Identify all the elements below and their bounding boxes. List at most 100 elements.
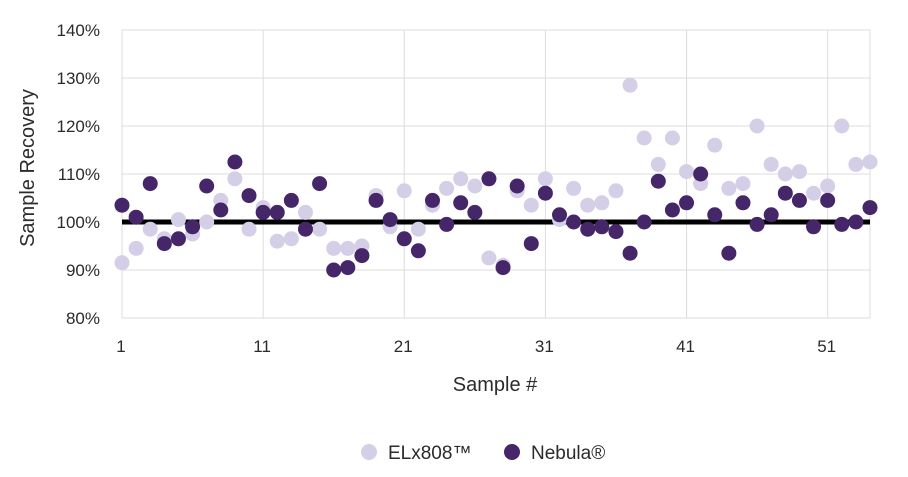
elx808-point — [834, 118, 850, 134]
series-nebula — [114, 154, 878, 278]
elx808-point — [622, 77, 638, 93]
nebula-point — [199, 178, 215, 194]
y-axis-ticks: 80% 90% 100% 110% 120% 130% 140% — [57, 21, 100, 328]
legend-marker-nebula — [504, 444, 520, 460]
nebula-point — [693, 166, 709, 182]
nebula-point — [763, 207, 779, 223]
elx808-point — [142, 221, 158, 237]
nebula-point — [227, 154, 243, 170]
x-tick-label: 11 — [253, 337, 271, 356]
elx808-point — [326, 240, 342, 256]
nebula-point — [424, 192, 440, 208]
nebula-point — [664, 202, 680, 218]
series-elx808 — [114, 77, 878, 273]
elx808-point — [820, 178, 836, 194]
y-tick-label: 100% — [57, 213, 100, 232]
nebula-point — [213, 202, 229, 218]
elx808-point — [806, 185, 822, 201]
nebula-point — [410, 243, 426, 259]
elx808-point — [523, 197, 539, 213]
elx808-point — [650, 156, 666, 172]
elx808-point — [707, 137, 723, 153]
nebula-point — [735, 195, 751, 211]
elx808-point — [664, 130, 680, 146]
elx808-point — [636, 130, 652, 146]
nebula-point — [580, 221, 596, 237]
nebula-point — [283, 192, 299, 208]
x-tick-label: 41 — [676, 337, 695, 356]
elx808-point — [227, 171, 243, 187]
legend-label-elx808: ELx808™ — [388, 443, 471, 464]
y-tick-label: 120% — [57, 117, 100, 136]
data-points — [114, 77, 878, 278]
x-tick-label: 31 — [535, 337, 554, 356]
elx808-point — [537, 171, 553, 187]
x-tick-label: 21 — [394, 337, 413, 356]
nebula-point — [439, 216, 455, 232]
y-axis-title: Sample Recovery — [17, 89, 39, 247]
nebula-point — [481, 171, 497, 187]
nebula-point — [142, 176, 158, 192]
elx808-point — [283, 231, 299, 247]
elx808-point — [481, 250, 497, 266]
nebula-point — [834, 216, 850, 232]
elx808-point — [608, 183, 624, 199]
elx808-point — [297, 204, 313, 220]
elx808-point — [114, 255, 130, 271]
elx808-point — [312, 221, 328, 237]
y-tick-label: 80% — [66, 309, 100, 328]
nebula-point — [495, 260, 511, 276]
nebula-point — [156, 236, 172, 252]
nebula-point — [368, 192, 384, 208]
nebula-point — [566, 214, 582, 230]
nebula-point — [509, 178, 525, 194]
nebula-point — [848, 214, 864, 230]
nebula-point — [552, 207, 568, 223]
x-axis-title: Sample # — [453, 374, 538, 396]
nebula-point — [749, 216, 765, 232]
nebula-point — [721, 245, 737, 261]
nebula-point — [777, 185, 793, 201]
nebula-point — [255, 204, 271, 220]
elx808-point — [777, 166, 793, 182]
elx808-point — [340, 240, 356, 256]
elx808-point — [862, 154, 878, 170]
nebula-point — [523, 236, 539, 252]
nebula-point — [340, 260, 356, 276]
elx808-point — [269, 233, 285, 249]
legend: ELx808™ Nebula® — [361, 443, 605, 464]
elx808-point — [241, 221, 257, 237]
nebula-point — [537, 185, 553, 201]
nebula-point — [382, 212, 398, 228]
nebula-point — [170, 231, 186, 247]
nebula-point — [608, 224, 624, 240]
elx808-point — [199, 214, 215, 230]
nebula-point — [622, 245, 638, 261]
elx808-point — [749, 118, 765, 134]
x-tick-label: 51 — [817, 337, 836, 356]
y-tick-label: 110% — [58, 165, 100, 184]
nebula-point — [453, 195, 469, 211]
nebula-point — [185, 219, 201, 235]
nebula-point — [806, 219, 822, 235]
elx808-point — [439, 180, 455, 196]
nebula-point — [707, 207, 723, 223]
elx808-point — [791, 164, 807, 180]
nebula-point — [269, 204, 285, 220]
y-tick-label: 140% — [57, 21, 100, 40]
nebula-point — [128, 209, 144, 225]
nebula-point — [354, 248, 370, 264]
nebula-point — [594, 219, 610, 235]
nebula-point — [326, 262, 342, 278]
nebula-point — [820, 192, 836, 208]
legend-marker-elx808 — [361, 444, 377, 460]
elx808-point — [467, 178, 483, 194]
nebula-point — [791, 192, 807, 208]
elx808-point — [763, 156, 779, 172]
elx808-point — [410, 221, 426, 237]
nebula-point — [679, 195, 695, 211]
y-tick-label: 90% — [66, 261, 100, 280]
elx808-point — [566, 180, 582, 196]
nebula-point — [467, 204, 483, 220]
